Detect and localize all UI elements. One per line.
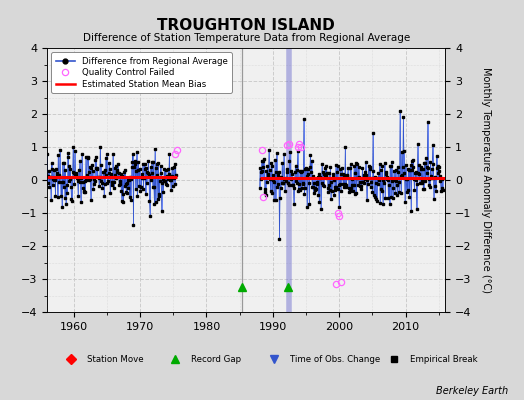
- Text: Record Gap: Record Gap: [191, 354, 241, 364]
- Text: Difference of Station Temperature Data from Regional Average: Difference of Station Temperature Data f…: [83, 33, 410, 43]
- Y-axis label: Monthly Temperature Anomaly Difference (°C): Monthly Temperature Anomaly Difference (…: [481, 67, 491, 293]
- Text: TROUGHTON ISLAND: TROUGHTON ISLAND: [157, 18, 335, 33]
- Text: Empirical Break: Empirical Break: [410, 354, 477, 364]
- Text: Berkeley Earth: Berkeley Earth: [436, 386, 508, 396]
- Text: Station Move: Station Move: [87, 354, 144, 364]
- Legend: Difference from Regional Average, Quality Control Failed, Estimated Station Mean: Difference from Regional Average, Qualit…: [51, 52, 232, 93]
- Text: Time of Obs. Change: Time of Obs. Change: [290, 354, 380, 364]
